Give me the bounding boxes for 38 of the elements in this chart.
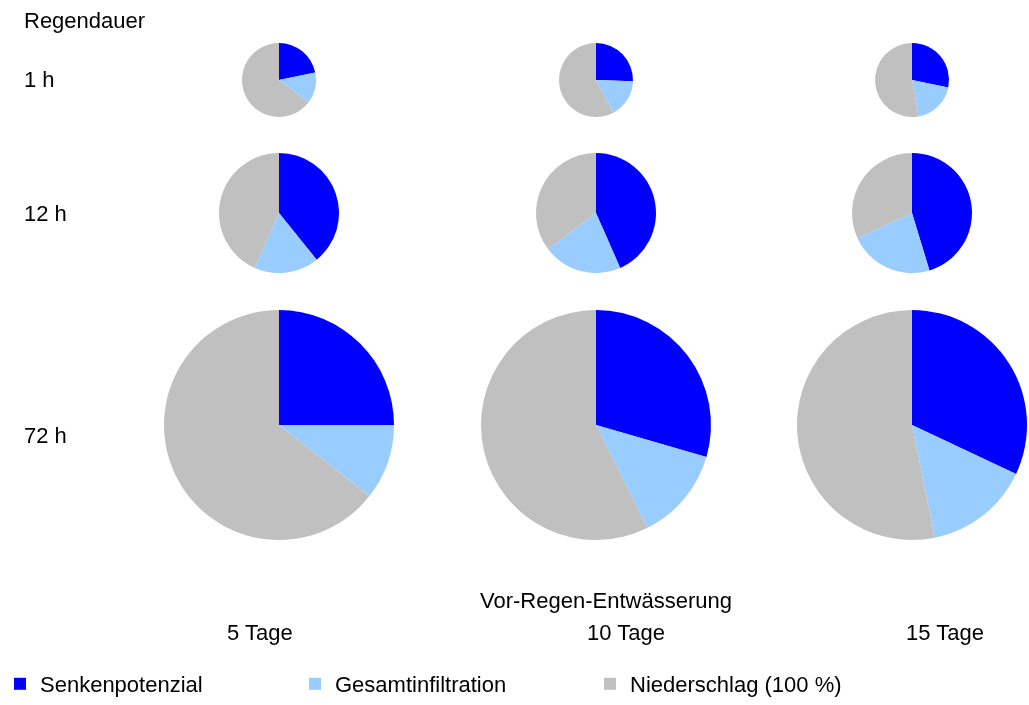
pie-slice xyxy=(912,425,1017,538)
pie-slice xyxy=(242,43,309,117)
pie-slice xyxy=(912,310,1027,474)
pie-slice xyxy=(279,72,316,103)
pie-slice xyxy=(481,310,648,540)
pie-slice xyxy=(596,80,633,113)
legend-label: Niederschlag (100 %) xyxy=(630,672,842,698)
text: 10 Tage xyxy=(587,620,665,645)
pie-slice xyxy=(279,425,394,497)
pie-slice xyxy=(164,310,370,540)
pie-slice xyxy=(559,43,614,117)
pie-slice xyxy=(596,43,633,82)
pie-slice xyxy=(912,80,949,117)
pie-slice xyxy=(254,213,317,273)
pie-slice xyxy=(596,310,711,458)
text: 12 h xyxy=(24,201,67,226)
text: 1 h xyxy=(24,67,55,92)
text: Vor-Regen-Entwässerung xyxy=(480,588,732,613)
text: Regendauer xyxy=(24,8,146,33)
pie-slice xyxy=(857,213,930,273)
pie-slice xyxy=(536,153,596,250)
pie-slice xyxy=(797,310,935,540)
text: 15 Tage xyxy=(906,620,984,645)
pie-slice xyxy=(596,153,656,268)
pie-slice xyxy=(548,213,621,273)
pie-slice xyxy=(279,310,394,425)
legend-label: Gesamtinfiltration xyxy=(335,672,507,698)
pie-slice xyxy=(912,153,972,271)
pie-slice xyxy=(279,43,316,80)
pie-slice xyxy=(219,153,279,268)
pie-slice xyxy=(279,153,339,260)
pie-slice xyxy=(852,153,912,239)
text: 72 h xyxy=(24,423,67,448)
pie-slice xyxy=(912,43,949,88)
pie-slice xyxy=(875,43,919,117)
pie-slice xyxy=(596,425,707,528)
legend-label: Senkenpotenzial xyxy=(40,672,203,698)
text: 5 Tage xyxy=(227,620,293,645)
